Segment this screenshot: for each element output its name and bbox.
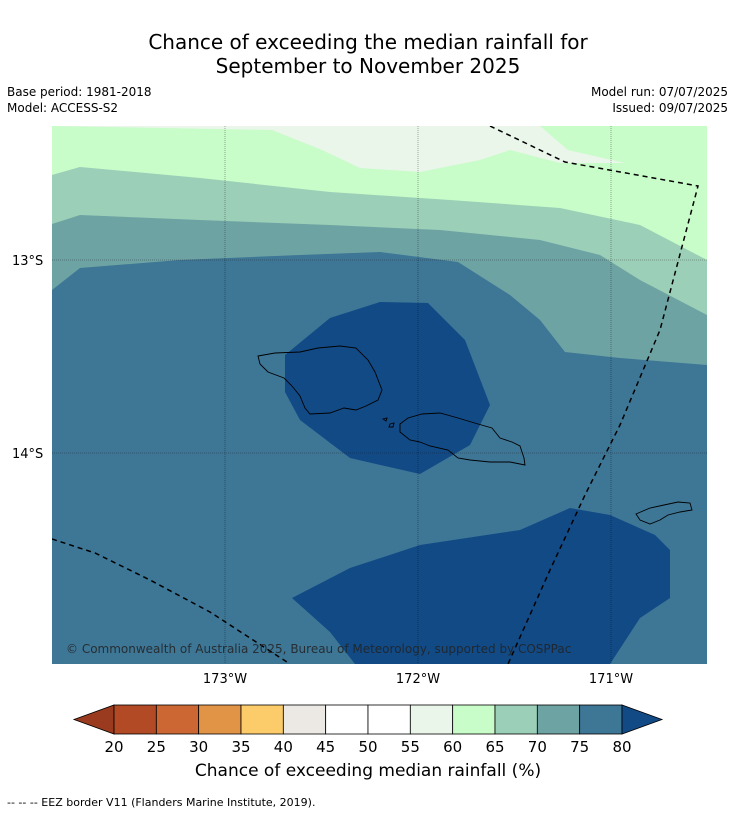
model-name: Model: ACCESS-S2: [7, 101, 119, 115]
colorbar-bin-70-75: [536, 704, 581, 735]
colorbar-extend-high: [621, 704, 664, 735]
colorbar: 20 25 30 35 40 45 50 55 60 65 70 75 80: [72, 704, 664, 756]
island-manono: [381, 417, 388, 422]
probability-field: © Commonwealth of Australia 2025, Bureau…: [52, 126, 707, 664]
model-run: Model run: 07/07/2025: [590, 85, 728, 99]
colorbar-bin-50-55: [367, 704, 411, 735]
island-tutuila: [635, 501, 693, 525]
colorbar-bin-75-80: [579, 704, 623, 735]
base-period: Base period: 1981-2018: [7, 85, 152, 99]
colorbar-bin-45-50: [325, 704, 369, 735]
copyright-text: © Commonwealth of Australia 2025, Bureau…: [66, 642, 571, 656]
lat-label-14s: 14°S: [12, 447, 43, 462]
gridlines: [52, 126, 707, 664]
colorbar-tick-65: 65: [485, 738, 504, 756]
colorbar-bin-30-35: [198, 704, 242, 735]
colorbar-title: Chance of exceeding median rainfall (%): [194, 761, 542, 781]
colorbar-tick-70: 70: [528, 738, 547, 756]
eez-line-southwest: [52, 538, 291, 664]
colorbar-tick-35: 35: [231, 738, 250, 756]
colorbar-tick-40: 40: [274, 738, 293, 756]
islands: [257, 345, 693, 525]
colorbar-tick-30: 30: [189, 738, 208, 756]
colorbar-tick-25: 25: [147, 738, 166, 756]
lon-label-172w: 172°W: [396, 672, 440, 687]
issued-date: Issued: 09/07/2025: [612, 101, 728, 115]
colorbar-tick-55: 55: [401, 738, 420, 756]
colorbar-bin-20-25: [113, 704, 157, 735]
eez-line-north: [489, 126, 699, 664]
meta-right: Model run: 07/07/2025 Issued: 09/07/2025: [591, 84, 728, 116]
eez-border: [52, 126, 699, 664]
lat-label-13s: 13°S: [12, 254, 43, 269]
colorbar-bin-25-30: [155, 704, 200, 735]
colorbar-bin-40-45: [282, 704, 327, 735]
chart-title: Chance of exceeding the median rainfall …: [0, 30, 736, 78]
island-savaii: [257, 345, 383, 415]
island-upolu: [399, 412, 526, 466]
zone-85-plus-north: [285, 302, 490, 474]
colorbar-tick-20: 20: [104, 738, 123, 756]
lon-label-171w: 171°W: [589, 672, 633, 687]
colorbar-tick-80: 80: [612, 738, 631, 756]
title-line-2: September to November 2025: [215, 54, 521, 78]
island-apolima: [388, 422, 395, 428]
title-line-1: Chance of exceeding the median rainfall …: [148, 30, 588, 54]
colorbar-bin-35-40: [240, 704, 284, 735]
meta-left: Base period: 1981-2018 Model: ACCESS-S2: [7, 84, 152, 116]
colorbar-extend-low: [72, 704, 115, 735]
zone-85-plus-south: [292, 508, 670, 664]
colorbar-tick-45: 45: [316, 738, 335, 756]
lon-label-173w: 173°W: [203, 672, 247, 687]
colorbar-tick-50: 50: [358, 738, 377, 756]
colorbar-bin-55-60: [409, 704, 454, 735]
colorbar-tick-75: 75: [570, 738, 589, 756]
eez-footnote: -- -- -- EEZ border V11 (Flanders Marine…: [7, 796, 316, 809]
colorbar-bin-65-70: [494, 704, 538, 735]
colorbar-bin-60-65: [452, 704, 496, 735]
colorbar-tick-60: 60: [443, 738, 462, 756]
